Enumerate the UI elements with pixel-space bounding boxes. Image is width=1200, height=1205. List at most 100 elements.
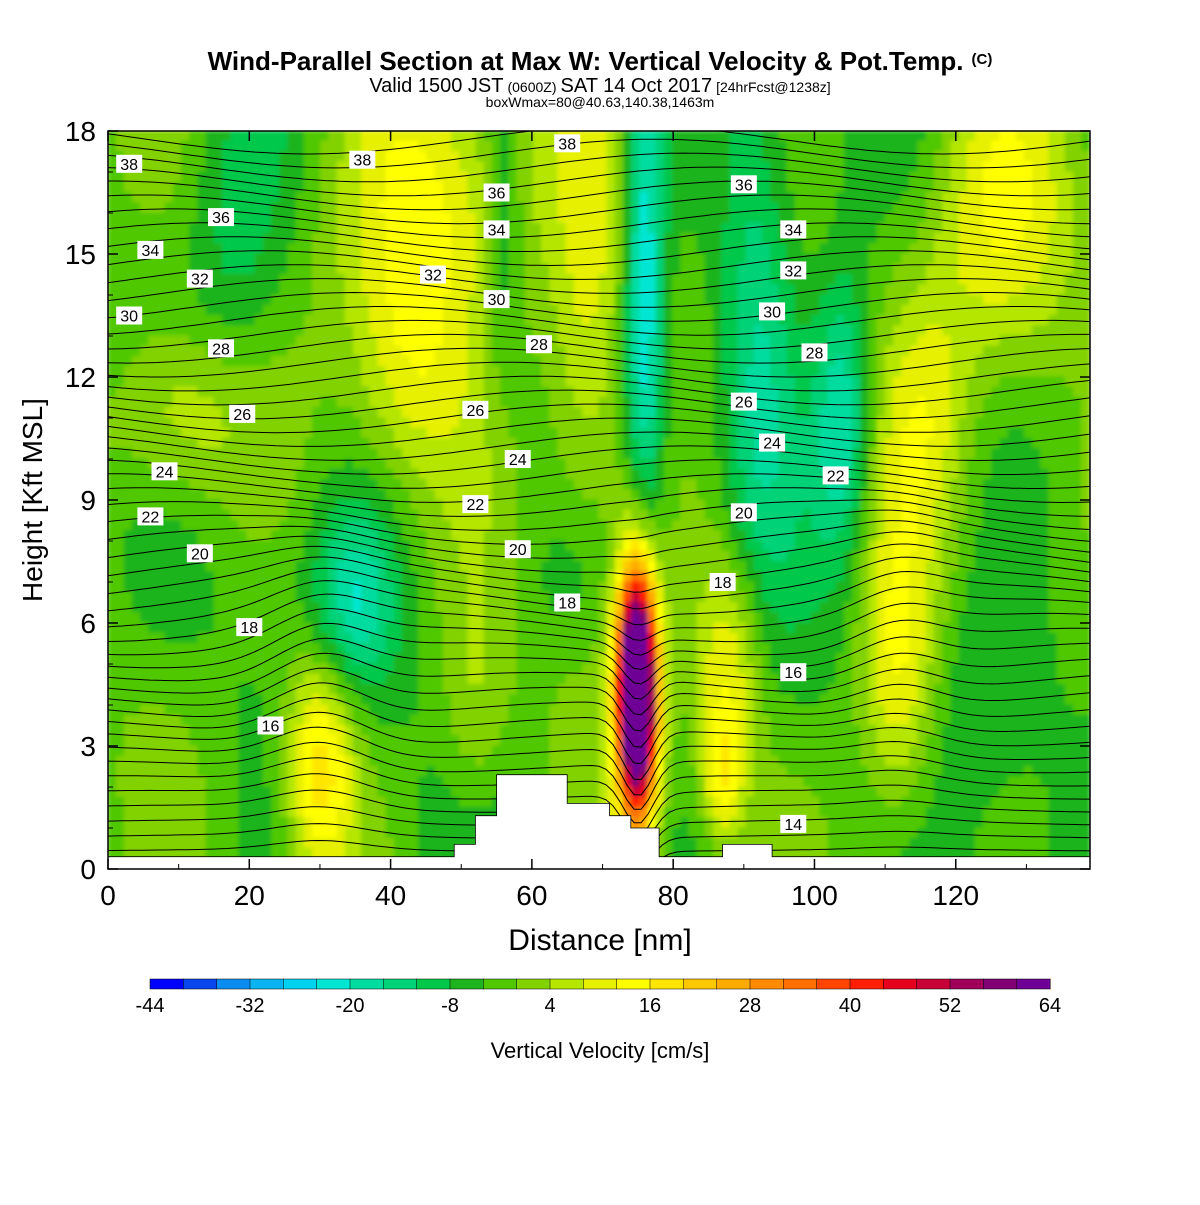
w-cell	[958, 253, 968, 265]
w-cell	[221, 489, 232, 501]
chart-info-line: boxWmax=80@40.63,140.38,1463m	[486, 94, 715, 110]
w-cell	[712, 273, 723, 286]
w-cell	[876, 150, 887, 163]
w-cell	[402, 437, 412, 450]
w-cell	[1015, 161, 1026, 173]
w-cell	[246, 417, 256, 429]
w-cell	[696, 202, 706, 214]
w-cell	[737, 458, 747, 470]
w-cell	[434, 304, 445, 317]
w-cell	[852, 263, 862, 276]
w-cell	[352, 304, 363, 317]
w-cell	[287, 325, 297, 337]
w-cell	[696, 191, 706, 204]
w-cell	[1064, 407, 1075, 419]
w-cell	[557, 355, 567, 368]
w-cell	[704, 273, 715, 286]
w-cell	[827, 417, 837, 429]
w-cell	[475, 131, 486, 142]
w-cell	[108, 427, 117, 440]
w-cell	[352, 427, 363, 440]
w-cell	[631, 284, 641, 296]
w-cell	[884, 396, 895, 409]
w-cell	[246, 540, 256, 552]
w-cell	[410, 489, 420, 501]
w-cell	[917, 437, 927, 450]
w-cell	[1023, 489, 1034, 501]
w-cell	[1073, 509, 1083, 522]
w-cell	[622, 253, 633, 265]
w-cell	[565, 243, 576, 255]
w-cell	[819, 294, 829, 306]
w-cell	[802, 243, 813, 255]
w-cell	[254, 150, 265, 163]
w-cell	[639, 427, 649, 440]
w-cell	[492, 478, 502, 491]
w-cell	[197, 314, 207, 327]
w-cell	[680, 232, 690, 245]
w-cell	[205, 489, 215, 501]
w-cell	[753, 448, 764, 460]
w-cell	[442, 161, 453, 173]
w-cell	[262, 150, 273, 163]
w-cell	[925, 437, 936, 450]
w-cell	[254, 273, 265, 286]
w-cell	[893, 458, 903, 470]
w-cell	[999, 448, 1009, 460]
w-cell	[737, 263, 747, 276]
w-cell	[950, 222, 960, 235]
w-cell	[1023, 273, 1034, 286]
w-cell	[442, 407, 453, 419]
w-cell	[1015, 232, 1026, 245]
w-cell	[704, 212, 715, 224]
w-cell	[221, 131, 232, 142]
w-cell	[639, 243, 649, 255]
w-cell	[361, 263, 371, 276]
w-cell	[459, 181, 469, 194]
w-cell	[164, 161, 175, 173]
w-cell	[369, 335, 379, 347]
w-cell	[721, 407, 731, 419]
w-cell	[958, 458, 968, 470]
w-cell	[950, 191, 960, 204]
w-cell	[410, 243, 420, 255]
w-cell	[933, 314, 944, 327]
w-cell	[974, 171, 985, 183]
w-cell	[524, 427, 535, 440]
w-cell	[852, 437, 862, 450]
w-cell	[712, 131, 723, 142]
w-cell	[205, 458, 215, 470]
w-cell	[549, 489, 559, 501]
w-cell	[901, 417, 911, 429]
w-cell	[663, 386, 674, 399]
w-cell	[729, 417, 739, 429]
w-cell	[590, 478, 600, 491]
w-cell	[320, 499, 330, 511]
w-cell	[852, 131, 862, 142]
w-cell	[770, 448, 780, 460]
w-cell	[402, 489, 412, 501]
w-cell	[205, 386, 215, 399]
w-cell	[402, 448, 412, 460]
w-cell	[835, 499, 846, 511]
w-cell	[197, 131, 207, 142]
w-cell	[802, 458, 813, 470]
w-cell	[287, 499, 297, 511]
w-cell	[148, 325, 158, 337]
w-cell	[901, 540, 911, 552]
w-cell	[385, 325, 396, 337]
w-cell	[492, 386, 502, 399]
w-cell	[467, 294, 477, 306]
w-cell	[942, 263, 952, 276]
w-cell	[483, 530, 494, 542]
w-cell	[221, 191, 232, 204]
w-cell	[1081, 232, 1090, 245]
w-cell	[1015, 499, 1026, 511]
w-cell	[295, 509, 305, 522]
w-cell	[893, 304, 903, 317]
w-cell	[590, 540, 600, 552]
w-cell	[262, 366, 273, 378]
w-cell	[762, 448, 772, 460]
w-cell	[524, 304, 535, 317]
w-cell	[221, 325, 232, 337]
